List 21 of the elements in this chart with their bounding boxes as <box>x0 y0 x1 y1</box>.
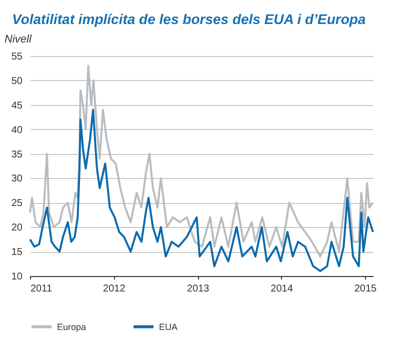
x-tick-label: 2011 <box>30 284 52 294</box>
legend-label: Europa <box>57 322 86 332</box>
x-tick-label: 2012 <box>103 284 126 294</box>
line-series <box>29 108 374 272</box>
line-series <box>29 64 374 258</box>
y-tick-label: 25 <box>11 198 23 210</box>
y-tick-label: 45 <box>11 100 23 112</box>
legend-label: EUA <box>159 322 178 332</box>
y-tick-label: 30 <box>11 174 23 185</box>
x-tick-label: 2015 <box>354 284 378 294</box>
y-tick-label: 55 <box>11 52 23 62</box>
x-tick-label: 2014 <box>270 284 294 294</box>
x-tick-label: 2013 <box>186 284 210 294</box>
y-tick-label: 40 <box>11 124 23 136</box>
y-tick-label: 35 <box>11 149 23 160</box>
y-tick-label: 10 <box>11 272 23 282</box>
y-axis-title: Nivell <box>4 34 32 46</box>
y-tick-label: 50 <box>11 76 23 87</box>
y-tick-label: 20 <box>11 222 23 234</box>
y-tick-label: 15 <box>11 247 23 258</box>
chart-title: Volatilitat implícita de les borses dels EUA i d’Europa <box>12 11 366 27</box>
